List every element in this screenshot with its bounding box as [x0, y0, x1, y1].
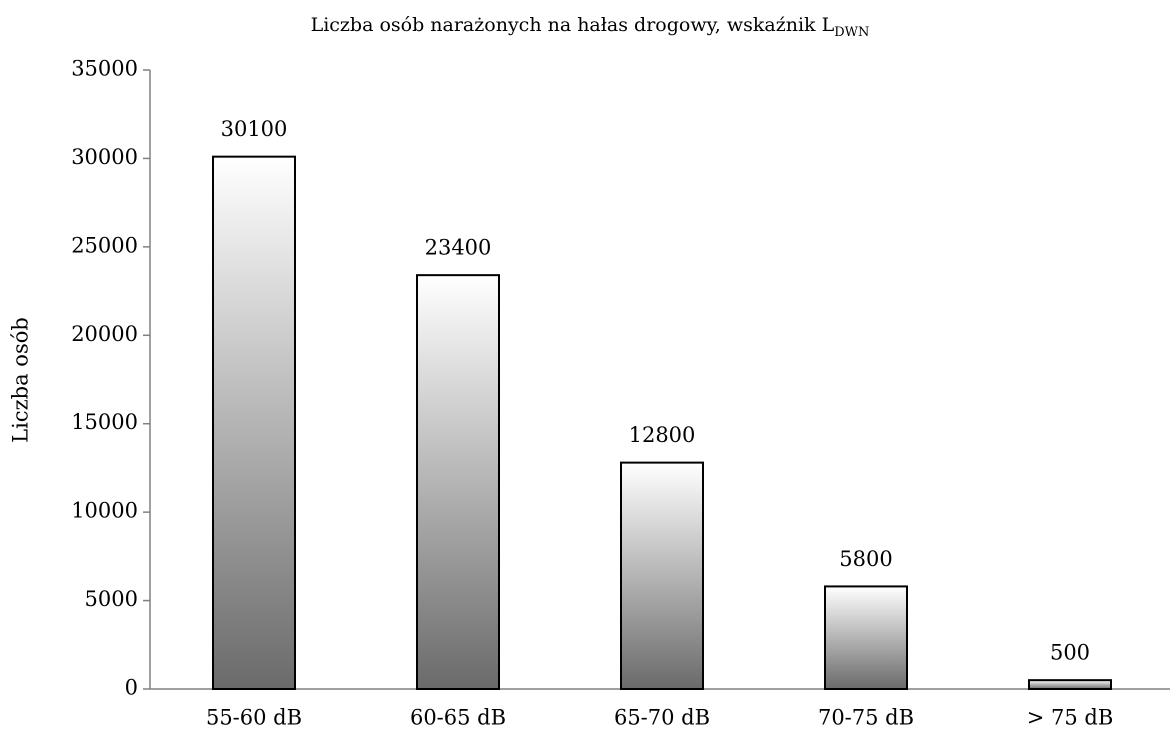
y-tick-label: 15000: [71, 410, 138, 434]
value-label: 30100: [221, 117, 288, 141]
value-label: 500: [1050, 641, 1090, 665]
x-tick-label: 70-75 dB: [818, 706, 914, 730]
y-axis-label: Liczba osób: [9, 317, 33, 443]
bar: [212, 155, 296, 691]
y-tick-label: 20000: [71, 322, 138, 346]
y-tick-label: 25000: [71, 233, 138, 257]
y-tick-label: 30000: [71, 145, 138, 169]
title-subscript: DWN: [834, 25, 869, 40]
x-tick-label: 55-60 dB: [206, 706, 302, 730]
bar: [824, 585, 908, 690]
y-tick-label: 35000: [71, 57, 138, 81]
bar: [416, 274, 500, 690]
title-main: Liczba osób narażonych na hałas drogowy,…: [311, 14, 835, 36]
value-label: 23400: [425, 236, 492, 260]
chart-title: Liczba osób narażonych na hałas drogowy,…: [311, 14, 870, 40]
y-tick-label: 0: [125, 676, 138, 700]
x-tick-label: > 75 dB: [1027, 706, 1114, 730]
y-tick-label: 5000: [85, 587, 138, 611]
value-label: 5800: [839, 547, 892, 571]
y-tick-label: 10000: [71, 499, 138, 523]
value-label: 12800: [629, 423, 696, 447]
bar: [620, 461, 704, 690]
x-tick-label: 65-70 dB: [614, 706, 710, 730]
x-tick-label: 60-65 dB: [410, 706, 506, 730]
bar: [1028, 679, 1112, 691]
